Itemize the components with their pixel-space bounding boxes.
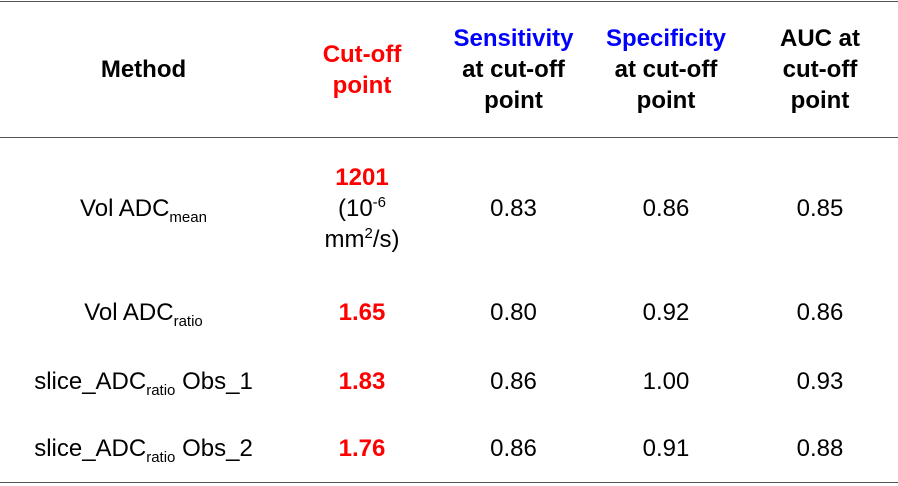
auc-cell: 0.93 <box>796 367 844 395</box>
data-row: slice_ADCratio Obs_2 1.76 0.86 0.91 0.88 <box>0 415 898 483</box>
cutoff-value: 1201 <box>335 163 389 191</box>
header-highlight: Sensitivity <box>453 25 574 52</box>
method-subscript: ratio <box>173 312 203 330</box>
cutoff-cell: 1201 (10-6 mm2/s) <box>287 138 437 279</box>
method-subscript: ratio <box>146 449 176 467</box>
method-cell: slice_ADCratio Obs_1 <box>0 347 287 416</box>
method-name: Vol ADC <box>84 299 174 326</box>
method-subscript: ratio <box>146 381 176 399</box>
unit-part: -6 <box>372 193 387 211</box>
sensitivity-cell: 0.83 <box>490 194 537 222</box>
method-suffix: Obs_1 <box>175 367 253 395</box>
cutoff-cell: 1.83 <box>287 347 437 416</box>
unit-part: 2 <box>364 224 373 242</box>
auc-cell: 0.85 <box>796 194 844 222</box>
header-specificity: Specificity at cut-off point <box>590 1 742 138</box>
cutoff-cell: 1.65 <box>287 279 437 347</box>
method-name: Vol ADC <box>80 194 170 222</box>
sensitivity-cell: 0.86 <box>490 367 537 395</box>
method-cell: slice_ADCratio Obs_2 <box>0 415 287 483</box>
sensitivity-cell: 0.80 <box>490 299 537 326</box>
header-method: Method <box>0 1 287 138</box>
auc-cell: 0.86 <box>796 299 844 326</box>
method-suffix: Obs_2 <box>175 435 253 463</box>
unit-part: mm <box>324 225 365 253</box>
specificity-cell: 0.92 <box>642 299 690 326</box>
header-row: Method Cut-off point Sensitivity at cut-o… <box>0 1 898 138</box>
method-cell: Vol ADCratio <box>0 279 287 347</box>
header-highlight: Specificity <box>605 25 727 52</box>
specificity-cell: 1.00 <box>642 367 690 395</box>
sensitivity-cell: 0.86 <box>437 415 590 483</box>
table-body: Vol ADCmean 1201 (10-6 mm2/s) 0.83 0.86 0.85 V… <box>0 138 898 483</box>
header-sensitivity: Sensitivity at cut-off point <box>437 1 590 138</box>
cutoff-unit: (10-6 mm2/s) <box>287 193 437 255</box>
cutoff-value: 1.83 <box>338 367 386 395</box>
method-name: slice_ADC <box>34 367 147 395</box>
cutoff-value: 1.65 <box>338 299 386 326</box>
specificity-cell: 0.86 <box>642 194 690 222</box>
data-row: Vol ADCratio 1.65 0.80 0.92 0.86 <box>0 279 898 347</box>
method-subscript: mean <box>169 208 207 226</box>
cutoff-value: 1.76 <box>338 435 386 463</box>
data-row: Vol ADCmean 1201 (10-6 mm2/s) 0.83 0.86 0.85 <box>0 138 898 279</box>
data-row: slice_ADCratio Obs_1 1.83 0.86 1.00 0.93 <box>0 347 898 416</box>
unit-part: (10 <box>337 194 373 222</box>
unit-part: /s) <box>372 225 400 253</box>
auc-cell: 0.88 <box>742 415 898 483</box>
header-rest: at cut-off point <box>462 56 565 114</box>
header-cutoff: Cut-off point <box>287 1 437 138</box>
method-cell: Vol ADCmean <box>0 138 287 279</box>
specificity-cell: 0.91 <box>590 415 742 483</box>
header-rest: at cut-off point <box>614 56 718 114</box>
method-name: slice_ADC <box>34 435 147 463</box>
cutoff-cell: 1.76 <box>287 415 437 483</box>
header-auc: AUC at cut-off point <box>742 1 898 138</box>
